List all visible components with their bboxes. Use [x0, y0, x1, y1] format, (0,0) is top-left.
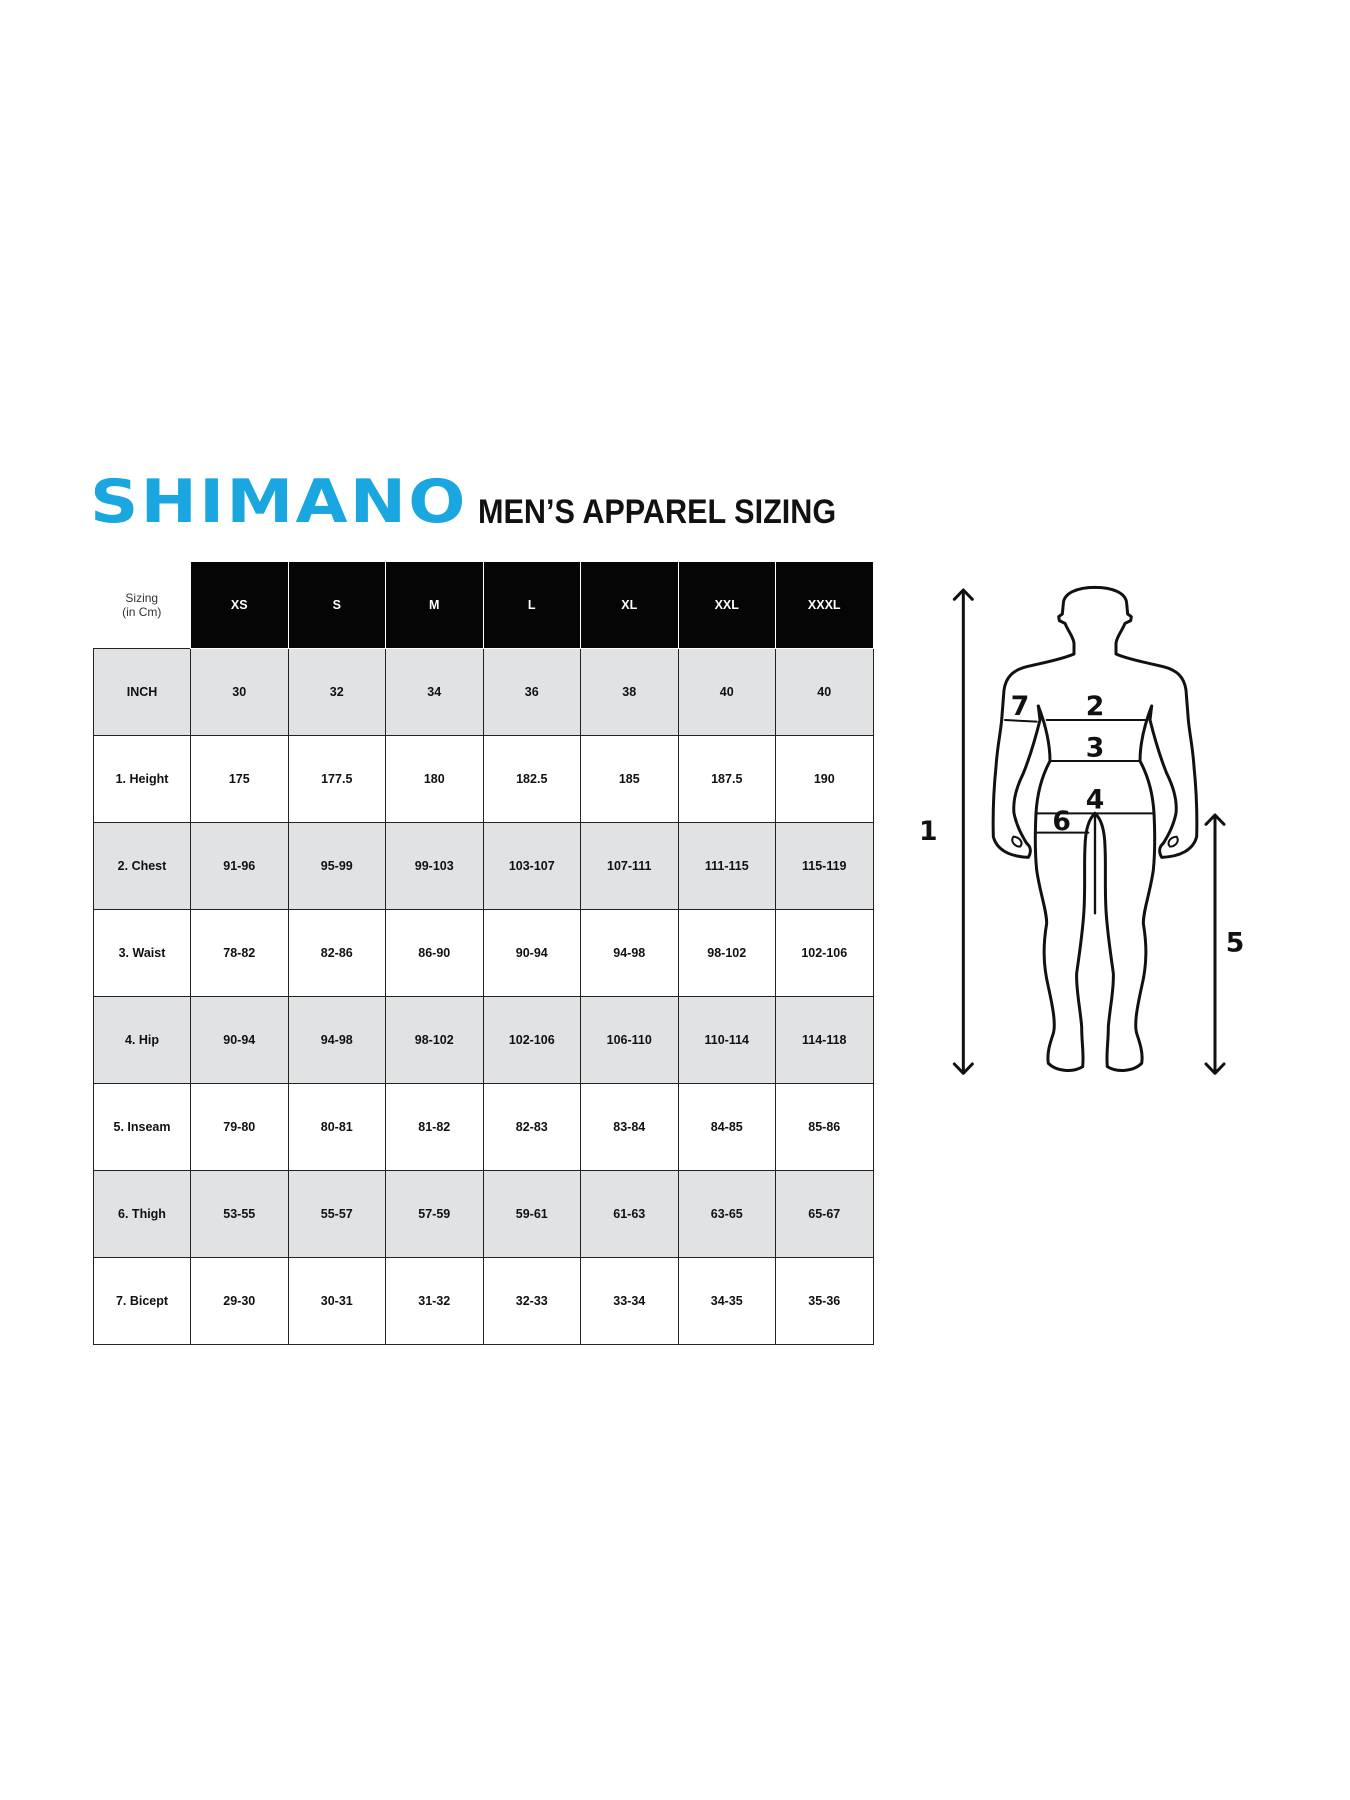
- table-cell: 111-115: [677, 822, 776, 910]
- label-5: 5: [1226, 928, 1245, 959]
- label-7: 7: [1011, 691, 1030, 722]
- label-2: 2: [1086, 691, 1105, 722]
- table-cell: 57-59: [385, 1170, 484, 1258]
- table-cell: 30: [190, 648, 289, 736]
- table-cell: 40: [677, 648, 776, 736]
- table-cell: 175: [190, 735, 289, 823]
- table-cell: 38: [580, 648, 679, 736]
- row-label: 5. Inseam: [93, 1083, 191, 1171]
- table-cell: 40: [775, 648, 874, 736]
- table-cell: 90-94: [190, 996, 289, 1084]
- table-row: 3. Waist 78-82 82-86 86-90 90-94 94-98 98-102 1…: [93, 909, 874, 997]
- table-cell: 187.5: [677, 735, 776, 823]
- size-chart-table: Sizing (in Cm) XS S M L XL XXL XXXL INCH 3…: [93, 561, 874, 1345]
- row-label: 1. Height: [93, 735, 191, 823]
- table-cell: 32: [287, 648, 386, 736]
- table-cell: 106-110: [580, 996, 679, 1084]
- table-cell: 114-118: [775, 996, 874, 1084]
- table-row: INCH 30 32 34 36 38 40 40: [93, 648, 874, 736]
- body-left-half: [991, 585, 1097, 1072]
- table-cell: 61-63: [580, 1170, 679, 1258]
- table-cell: 94-98: [287, 996, 386, 1084]
- table-row: 2. Chest 91-96 95-99 99-103 103-107 107-111 11…: [93, 822, 874, 910]
- table-cell: 65-67: [775, 1170, 874, 1258]
- row-label: 6. Thigh: [93, 1170, 191, 1258]
- table-cell: 29-30: [190, 1257, 289, 1345]
- table-cell: 115-119: [775, 822, 874, 910]
- label-1: 1: [919, 816, 938, 847]
- body-measurement-figure: 1 2 3 4 5 6 7: [919, 585, 1245, 1075]
- table-cell: 185: [580, 735, 679, 823]
- body-right-half: [1093, 585, 1199, 1072]
- table-cell: 91-96: [190, 822, 289, 910]
- table-cell: 59-61: [482, 1170, 581, 1258]
- row-label: 2. Chest: [93, 822, 191, 910]
- corner-label-line1: Sizing: [125, 590, 159, 605]
- size-header: XS: [190, 561, 289, 649]
- table-cell: 102-106: [775, 909, 874, 997]
- table-row: 7. Bicept 29-30 30-31 31-32 32-33 33-34 34-35 3…: [93, 1257, 874, 1345]
- label-4: 4: [1086, 784, 1105, 815]
- table-row: 1. Height 175 177.5 180 182.5 185 187.5 190: [93, 735, 874, 823]
- table-cell: 98-102: [677, 909, 776, 997]
- table-cell: 30-31: [287, 1257, 386, 1345]
- table-cell: 177.5: [287, 735, 386, 823]
- row-label: 3. Waist: [93, 909, 191, 997]
- table-cell: 78-82: [190, 909, 289, 997]
- table-cell: 95-99: [287, 822, 386, 910]
- size-header: XXXL: [775, 561, 874, 649]
- table-cell: 180: [385, 735, 484, 823]
- corner-label-line2: (in Cm): [122, 604, 162, 619]
- table-cell: 84-85: [677, 1083, 776, 1171]
- label-3: 3: [1086, 733, 1105, 764]
- table-cell: 53-55: [190, 1170, 289, 1258]
- table-row: 6. Thigh 53-55 55-57 57-59 59-61 61-63 63-65 65…: [93, 1170, 874, 1258]
- table-cell: 63-65: [677, 1170, 776, 1258]
- table-cell: 90-94: [482, 909, 581, 997]
- table-cell: 182.5: [482, 735, 581, 823]
- row-label: INCH: [93, 648, 191, 736]
- row-label: 7. Bicept: [93, 1257, 191, 1345]
- table-cell: 35-36: [775, 1257, 874, 1345]
- label-6: 6: [1052, 806, 1071, 837]
- table-cell: 82-86: [287, 909, 386, 997]
- table-cell: 80-81: [287, 1083, 386, 1171]
- table-cell: 83-84: [580, 1083, 679, 1171]
- page-title: MEN’S APPAREL SIZING: [478, 493, 837, 531]
- table-cell: 79-80: [190, 1083, 289, 1171]
- table-cell: 103-107: [482, 822, 581, 910]
- table-row: 5. Inseam 79-80 80-81 81-82 82-83 83-84 84-85 8…: [93, 1083, 874, 1171]
- table-cell: 82-83: [482, 1083, 581, 1171]
- table-row: 4. Hip 90-94 94-98 98-102 102-106 106-110 110-…: [93, 996, 874, 1084]
- table-cell: 107-111: [580, 822, 679, 910]
- corner-label: Sizing (in Cm): [93, 561, 191, 649]
- bicep-line: [1004, 719, 1038, 723]
- table-cell: 55-57: [287, 1170, 386, 1258]
- table-cell: 31-32: [385, 1257, 484, 1345]
- row-label: 4. Hip: [93, 996, 191, 1084]
- table-cell: 36: [482, 648, 581, 736]
- size-header: XL: [580, 561, 679, 649]
- size-header: M: [385, 561, 484, 649]
- table-cell: 94-98: [580, 909, 679, 997]
- table-cell: 102-106: [482, 996, 581, 1084]
- table-cell: 34: [385, 648, 484, 736]
- table-cell: 110-114: [677, 996, 776, 1084]
- table-cell: 190: [775, 735, 874, 823]
- table-cell: 34-35: [677, 1257, 776, 1345]
- table-cell: 99-103: [385, 822, 484, 910]
- table-cell: 33-34: [580, 1257, 679, 1345]
- size-header-row: Sizing (in Cm) XS S M L XL XXL XXXL: [93, 561, 874, 649]
- inseam-arrow: [1204, 813, 1226, 1075]
- size-header: XXL: [677, 561, 776, 649]
- size-header: S: [287, 561, 386, 649]
- table-cell: 98-102: [385, 996, 484, 1084]
- table-cell: 85-86: [775, 1083, 874, 1171]
- table-cell: 32-33: [482, 1257, 581, 1345]
- table-cell: 86-90: [385, 909, 484, 997]
- table-cell: 81-82: [385, 1083, 484, 1171]
- size-header: L: [482, 561, 581, 649]
- shimano-logo: SHIMANO: [90, 467, 468, 537]
- height-arrow: [952, 588, 974, 1075]
